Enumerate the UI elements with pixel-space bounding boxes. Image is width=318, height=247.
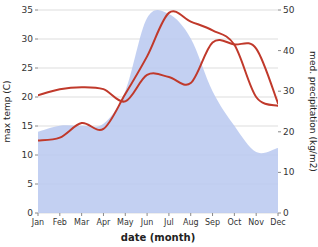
x-tick bbox=[147, 213, 148, 216]
x-tick bbox=[212, 213, 213, 216]
y2-tick bbox=[278, 91, 281, 92]
x-tick-label: Apr bbox=[97, 218, 112, 227]
x-tick-label: Nov bbox=[248, 218, 264, 227]
x-tick-label: Jan bbox=[31, 218, 44, 227]
y2-tick bbox=[278, 10, 281, 11]
grid bbox=[38, 10, 278, 213]
y-tick-label: 25 bbox=[22, 63, 33, 73]
y2-axis-label: med. precipitation (kg/m2) bbox=[308, 51, 318, 172]
y-tick bbox=[35, 68, 38, 69]
y2-tick bbox=[278, 172, 281, 173]
x-tick-label: Sep bbox=[205, 218, 220, 227]
y2-tick-label: 30 bbox=[283, 86, 295, 96]
x-tick bbox=[234, 213, 235, 216]
x-tick-label: Oct bbox=[227, 218, 241, 227]
x-tick bbox=[125, 213, 126, 216]
y-axis-label: max temp (C) bbox=[2, 80, 12, 142]
y-tick-label: 35 bbox=[22, 5, 33, 15]
x-tick-label: May bbox=[117, 218, 134, 227]
x-axis-label: date (month) bbox=[121, 232, 195, 243]
y-tick bbox=[35, 155, 38, 156]
y2-tick-label: 40 bbox=[283, 46, 295, 56]
line bbox=[38, 11, 278, 140]
y-tick-label: 10 bbox=[22, 150, 34, 160]
x-tick bbox=[81, 213, 82, 216]
x-tick-label: Mar bbox=[74, 218, 90, 227]
line bbox=[38, 40, 278, 103]
y-tick bbox=[35, 39, 38, 40]
y-tick-label: 15 bbox=[22, 121, 33, 131]
y2-tick-label: 50 bbox=[283, 5, 295, 15]
x-tick-label: Dec bbox=[270, 218, 285, 227]
y-tick-label: 5 bbox=[27, 179, 33, 189]
y-tick bbox=[35, 184, 38, 185]
y-tick bbox=[35, 126, 38, 127]
y-tick-label: 20 bbox=[22, 92, 34, 102]
area bbox=[38, 10, 278, 213]
x-tick-label: Jul bbox=[163, 218, 174, 227]
y2-tick-label: 20 bbox=[283, 127, 295, 137]
y-tick bbox=[35, 10, 38, 11]
y2-tick bbox=[278, 50, 281, 51]
x-tick bbox=[256, 213, 257, 216]
x-tick bbox=[103, 213, 104, 216]
x-tick-label: Aug bbox=[183, 218, 199, 227]
x-tick-label: Feb bbox=[53, 218, 67, 227]
x-tick bbox=[190, 213, 191, 216]
x-tick bbox=[38, 213, 39, 216]
plot-area bbox=[38, 10, 278, 213]
chart: 0 5 10 15 20 25 30 35 0 10 20 30 40 50 Jan Feb Mar Apr May… bbox=[0, 0, 318, 247]
x-tick bbox=[278, 213, 279, 216]
y-tick bbox=[35, 97, 38, 98]
y-tick-label: 30 bbox=[22, 34, 34, 44]
y2-tick bbox=[278, 131, 281, 132]
y2-tick-label: 10 bbox=[283, 167, 295, 177]
y-tick-label: 0 bbox=[27, 208, 33, 218]
y2-tick-label: 0 bbox=[283, 208, 289, 218]
x-tick-label: Jun bbox=[140, 218, 154, 227]
x-tick bbox=[168, 213, 169, 216]
chart-container: 0 5 10 15 20 25 30 35 0 10 20 30 40 50 Jan Feb Mar Apr May… bbox=[0, 0, 318, 247]
x-tick bbox=[59, 213, 60, 216]
